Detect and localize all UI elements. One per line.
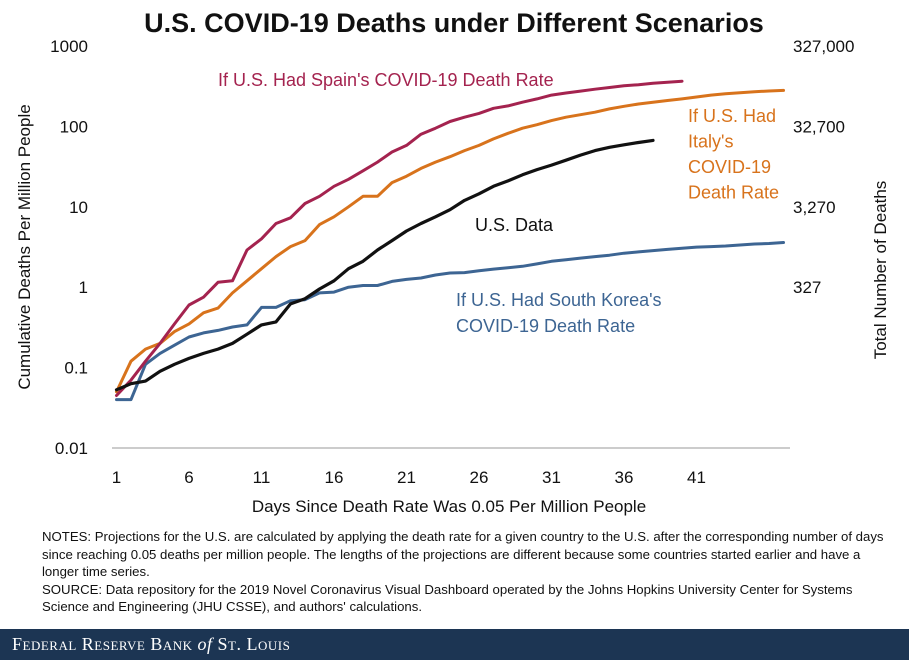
y-tick-label: 1000 <box>50 37 88 56</box>
series-label-line: Italy's <box>688 132 733 152</box>
y-axis-label: Cumulative Deaths Per Million People <box>15 104 34 389</box>
series-labels: If U.S. Had Spain's COVID-19 Death Rate I… <box>218 70 779 336</box>
y-axis-ticks: 1000 100 10 1 0.1 0.01 <box>50 37 88 458</box>
y2-tick-label: 3,270 <box>793 198 836 217</box>
brand-pre: Federal Reserve Bank <box>12 634 193 654</box>
series-line-u-s <box>114 138 655 392</box>
y2-tick-label: 327,000 <box>793 37 854 56</box>
y2-tick-label: 327 <box>793 278 821 297</box>
series-label-u-s: U.S. Data <box>475 215 554 235</box>
x-tick-label: 6 <box>184 468 193 487</box>
footer-brand: Federal Reserve Bank of St. Louis <box>12 634 290 655</box>
x-tick-label: 26 <box>470 468 489 487</box>
series-label-line: If U.S. Had South Korea's <box>456 290 662 310</box>
series-line-italy <box>115 88 785 394</box>
series-label-line: COVID-19 Death Rate <box>456 316 635 336</box>
series-line-south-korea <box>115 241 785 402</box>
x-tick-label: 21 <box>397 468 416 487</box>
series-label-line: Death Rate <box>688 183 779 203</box>
series-label-spain: If U.S. Had Spain's COVID-19 Death Rate <box>218 70 554 90</box>
x-tick-label: 11 <box>253 468 271 487</box>
x-axis-label: Days Since Death Rate Was 0.05 Per Milli… <box>252 497 646 516</box>
y-tick-label: 1 <box>79 278 88 297</box>
series-label-line: If U.S. Had Spain's COVID-19 Death Rate <box>218 70 554 90</box>
x-tick-label: 41 <box>687 468 706 487</box>
series-line-spain <box>115 79 684 397</box>
brand-of: of <box>197 634 213 654</box>
x-tick-label: 36 <box>615 468 634 487</box>
y-tick-label: 0.1 <box>64 359 88 378</box>
source-text: SOURCE: Data repository for the 2019 Nov… <box>42 581 853 615</box>
brand-post: St. Louis <box>217 634 291 654</box>
series-lines <box>114 79 785 402</box>
series-label-line: If U.S. Had <box>688 106 776 126</box>
x-tick-label: 31 <box>542 468 561 487</box>
y2-tick-label: 32,700 <box>793 117 845 136</box>
chart-title: U.S. COVID-19 Deaths under Different Sce… <box>144 8 764 38</box>
x-tick-label: 16 <box>325 468 344 487</box>
series-label-line: U.S. Data <box>475 215 554 235</box>
series-label-south-korea: If U.S. Had South Korea's COVID-19 Death … <box>456 290 662 336</box>
y2-axis-ticks: 327,000 32,700 3,270 327 <box>793 37 854 297</box>
notes-block: NOTES: Projections for the U.S. are calc… <box>42 528 892 616</box>
chart: U.S. COVID-19 Deaths under Different Sce… <box>15 8 890 516</box>
series-label-line: COVID-19 <box>688 157 771 177</box>
footer-bar: Federal Reserve Bank of St. Louis <box>0 629 909 660</box>
y-tick-label: 10 <box>69 198 88 217</box>
notes-text: NOTES: Projections for the U.S. are calc… <box>42 529 884 580</box>
y-tick-label: 100 <box>60 117 88 136</box>
series-label-italy: If U.S. Had Italy's COVID-19 Death Rate <box>688 106 779 203</box>
x-axis-ticks: 1 6 11 16 21 26 31 36 41 <box>112 468 706 487</box>
x-tick-label: 1 <box>112 468 121 487</box>
y2-axis-label: Total Number of Deaths <box>871 181 890 360</box>
y-tick-label: 0.01 <box>55 439 88 458</box>
